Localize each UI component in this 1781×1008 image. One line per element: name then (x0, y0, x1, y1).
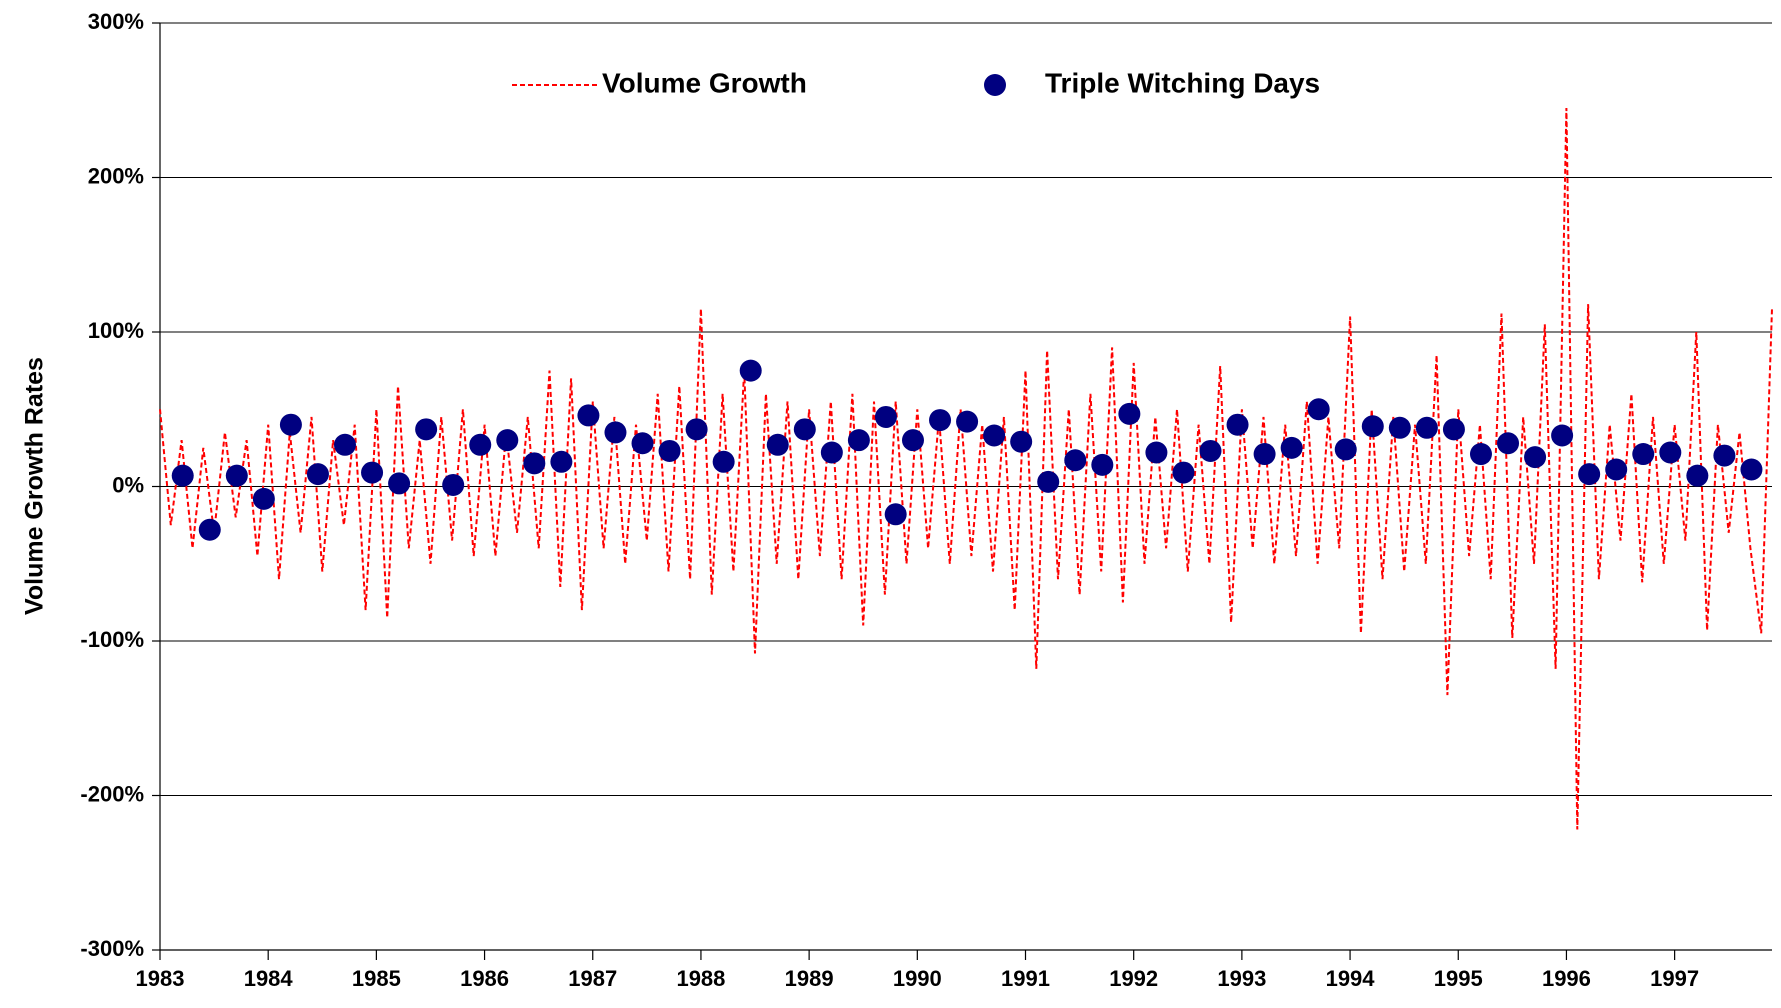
legend-dot (984, 74, 1006, 96)
witching-dot (1524, 446, 1547, 469)
witching-dot (523, 452, 546, 475)
witching-dot (1118, 402, 1141, 425)
x-tick-label: 1984 (244, 966, 294, 991)
x-tick-label: 1988 (676, 966, 725, 991)
witching-dot (442, 473, 465, 496)
witching-dot (1199, 439, 1222, 462)
witching-dot (1632, 443, 1655, 466)
witching-dot (631, 432, 654, 455)
witching-dot (1497, 432, 1520, 455)
witching-dot (496, 429, 519, 452)
witching-dot (279, 413, 302, 436)
x-tick-label: 1989 (785, 966, 834, 991)
witching-dot (766, 433, 789, 456)
witching-dot (685, 418, 708, 441)
witching-dot (1686, 464, 1709, 487)
witching-dot (1659, 441, 1682, 464)
witching-dot (820, 441, 843, 464)
x-tick-label: 1990 (893, 966, 942, 991)
witching-dot (1442, 418, 1465, 441)
witching-dot (1037, 470, 1060, 493)
witching-dot (225, 464, 248, 487)
witching-dot (469, 433, 492, 456)
y-tick-label: -300% (80, 936, 144, 961)
y-tick-label: 300% (88, 9, 144, 34)
witching-dot (1253, 443, 1276, 466)
witching-dot (712, 450, 735, 473)
x-tick-label: 1994 (1326, 966, 1376, 991)
witching-dot (388, 472, 411, 495)
witching-dot (1713, 444, 1736, 467)
witching-dot (929, 409, 952, 432)
witching-dot (1226, 413, 1249, 436)
witching-dot (415, 418, 438, 441)
y-tick-label: -100% (80, 627, 144, 652)
witching-dot (1091, 453, 1114, 476)
witching-dot (1551, 424, 1574, 447)
witching-dot (658, 439, 681, 462)
x-tick-label: 1995 (1434, 966, 1483, 991)
x-tick-label: 1992 (1109, 966, 1158, 991)
witching-dot (550, 450, 573, 473)
witching-dot (1740, 458, 1763, 481)
witching-dot (1280, 436, 1303, 459)
x-tick-label: 1991 (1001, 966, 1050, 991)
witching-dot (306, 463, 329, 486)
witching-dot (1578, 463, 1601, 486)
x-tick-label: 1996 (1542, 966, 1591, 991)
volume-line (159, 107, 1773, 830)
witching-dot (956, 410, 979, 433)
witching-dot (874, 405, 897, 428)
witching-dot (983, 424, 1006, 447)
legend-label: Triple Witching Days (1045, 67, 1320, 98)
witching-dot (739, 359, 762, 382)
witching-dot (884, 503, 907, 526)
witching-dot (847, 429, 870, 452)
x-tick-label: 1993 (1217, 966, 1266, 991)
witching-dot (361, 461, 384, 484)
x-tick-label: 1986 (460, 966, 509, 991)
witching-dot (1307, 398, 1330, 421)
legend-label: Volume Growth (602, 67, 807, 98)
y-axis-label: Volume Growth Rates (21, 357, 49, 615)
witching-dot (1415, 416, 1438, 439)
witching-dot (1334, 438, 1357, 461)
y-tick-label: -200% (80, 781, 144, 806)
x-tick-label: 1985 (352, 966, 401, 991)
x-tick-label: 1997 (1650, 966, 1699, 991)
x-tick-label: 1987 (568, 966, 617, 991)
witching-dot (793, 418, 816, 441)
witching-dot (1145, 441, 1168, 464)
witching-dot (252, 487, 275, 510)
witching-dot (1064, 449, 1087, 472)
witching-dot (1469, 443, 1492, 466)
witching-dot (334, 433, 357, 456)
witching-dot (901, 429, 924, 452)
x-tick-label: 1983 (136, 966, 185, 991)
witching-dot (1172, 461, 1195, 484)
witching-dot (198, 518, 221, 541)
y-tick-label: 0% (112, 472, 144, 497)
witching-dot (577, 404, 600, 427)
witching-dot (1388, 416, 1411, 439)
witching-dot (171, 464, 194, 487)
witching-dot (1361, 415, 1384, 438)
witching-dot (1010, 430, 1033, 453)
witching-dot (604, 421, 627, 444)
witching-dot (1605, 458, 1628, 481)
y-tick-label: 200% (88, 163, 144, 188)
y-tick-label: 100% (88, 318, 144, 343)
